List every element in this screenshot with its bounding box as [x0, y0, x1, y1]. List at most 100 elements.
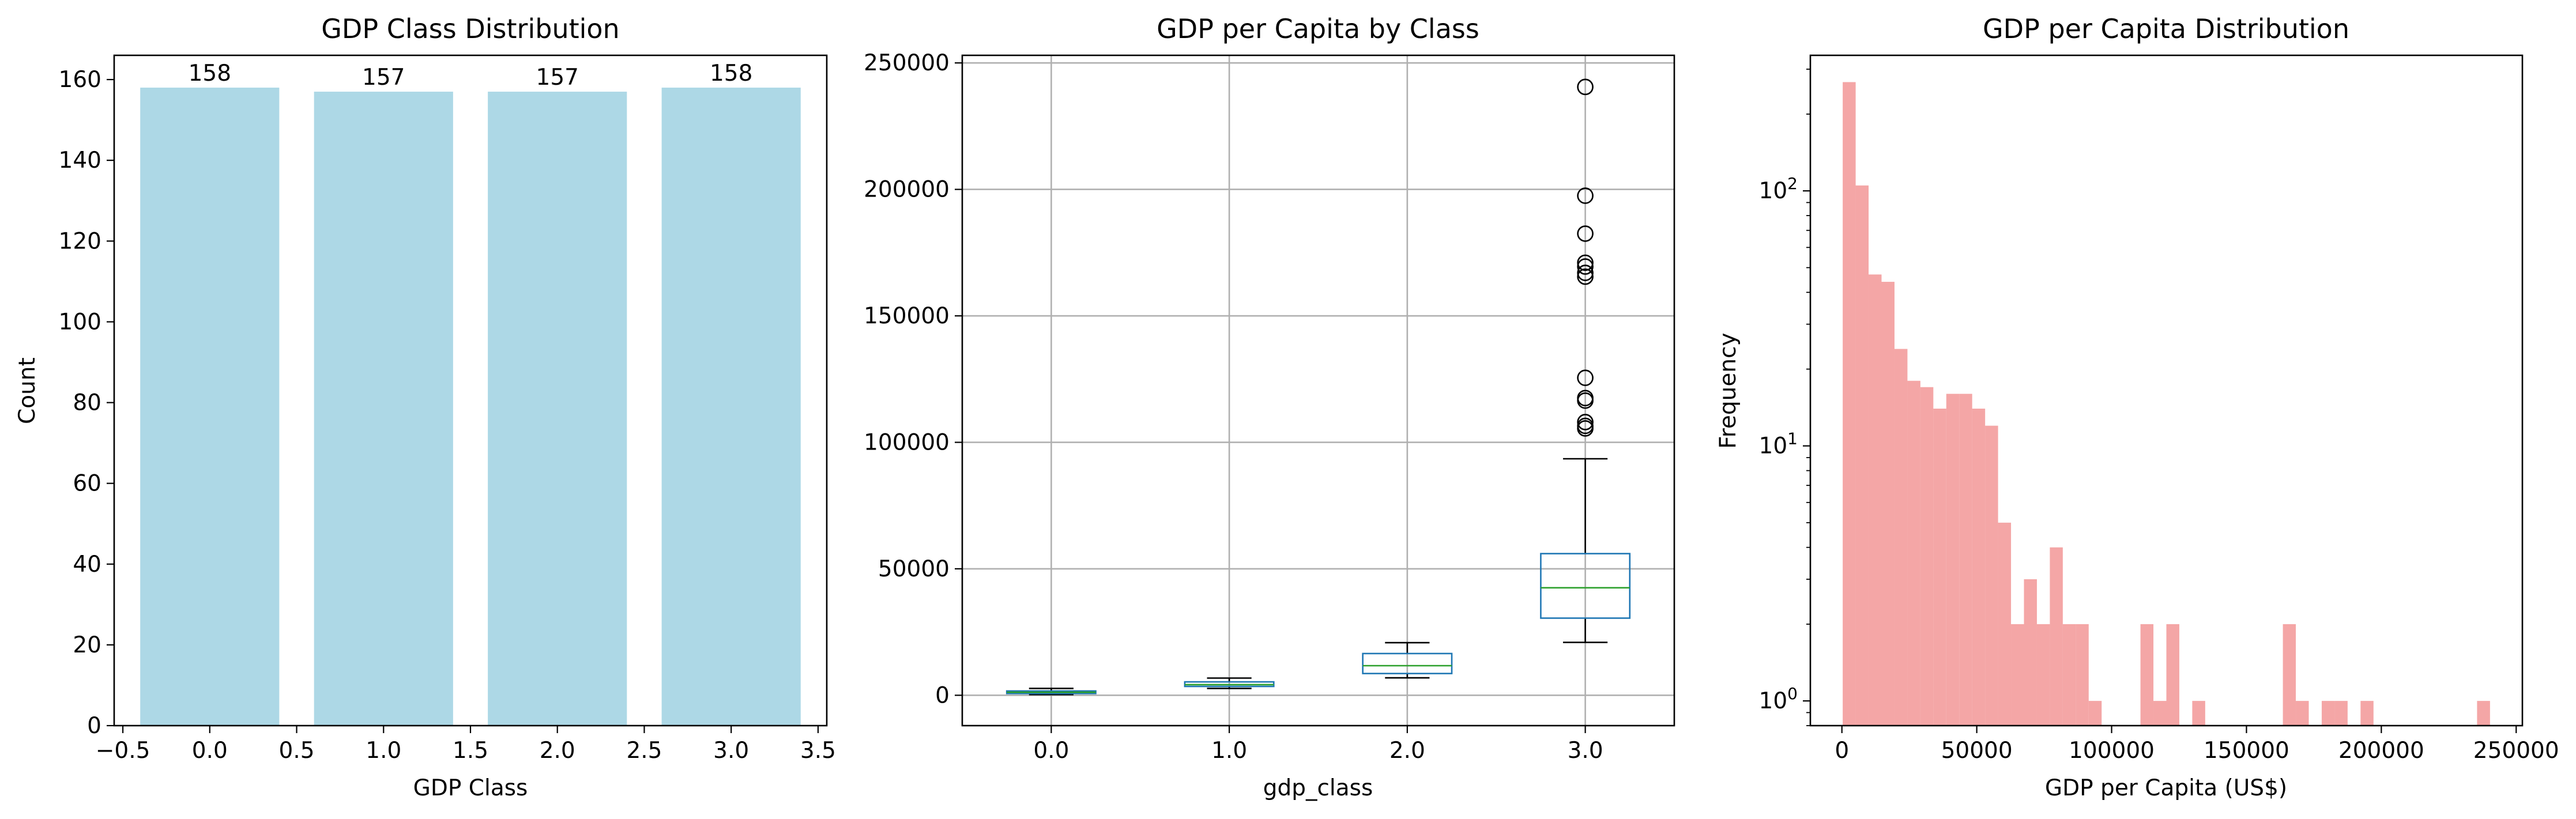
histogram-bar — [1869, 274, 1882, 726]
y-tick-label: 0 — [935, 682, 950, 708]
outlier-point — [1577, 187, 1594, 204]
histogram-bar — [2050, 547, 2063, 726]
y-tick-label: 80 — [73, 390, 101, 416]
box-marks — [1005, 78, 1631, 696]
histogram-bar — [2088, 701, 2102, 726]
bar-marks: 158 157 157 158 — [140, 61, 801, 726]
x-tick-label: 150000 — [2204, 738, 2289, 764]
bar-value-label: 157 — [362, 65, 405, 90]
histogram-bar — [2011, 624, 2024, 726]
histogram-panel: 0 50000 100000 150000 200000 250000 100 101 102… — [1715, 13, 2559, 801]
x-tick-label: 2.0 — [540, 738, 575, 764]
box-3.0 — [1540, 78, 1631, 643]
histogram-bar — [2296, 701, 2309, 726]
histogram-bar — [2334, 701, 2348, 726]
box-x-ticks: 0.0 1.0 2.0 3.0 — [1033, 726, 1603, 764]
histogram-bar — [2477, 701, 2490, 726]
y-tick-label: 40 — [73, 552, 101, 578]
histogram-bar — [1855, 185, 1869, 726]
y-tick-label: 50000 — [878, 556, 950, 582]
bar-chart-panel: 158 157 157 158 −0.5 0.0 0.5 1.0 1.5 2.0 2.5 3.0 3.… — [14, 13, 836, 801]
y-tick-label: 102 — [1759, 174, 1798, 204]
y-tick-label: 100000 — [864, 429, 950, 455]
y-tick-label: 100 — [1759, 684, 1798, 714]
outlier-point — [1577, 414, 1594, 431]
outlier-point — [1577, 265, 1594, 281]
histogram-marks — [1843, 82, 2490, 726]
box-plot-panel: 0.0 1.0 2.0 3.0 0 50000 100000 150000 200000 250… — [864, 13, 1675, 801]
y-tick-label: 160 — [59, 67, 101, 93]
histogram-bar — [1907, 380, 1920, 726]
bar-chart-title: GDP Class Distribution — [321, 13, 619, 44]
y-tick-label: 60 — [73, 471, 101, 497]
histogram-bar — [2024, 579, 2037, 726]
histogram-bar — [1959, 394, 1972, 726]
bar-plot-frame — [113, 54, 828, 727]
histogram-bar — [1946, 394, 1960, 726]
x-tick-label: 2.5 — [626, 738, 662, 764]
x-tick-label: 3.5 — [800, 738, 836, 764]
x-tick-label: 0 — [1835, 738, 1849, 764]
histogram-bar — [1998, 522, 2012, 726]
box-2.0 — [1362, 641, 1453, 679]
histogram-bar — [2076, 624, 2089, 726]
hist-y-axis-label: Frequency — [1715, 333, 1741, 448]
bar-0.0 — [140, 88, 280, 726]
x-tick-label: 0.0 — [1033, 738, 1069, 764]
histogram-bar — [2036, 624, 2050, 726]
histogram-bar — [2062, 624, 2076, 726]
hist-x-ticks: 0 50000 100000 150000 200000 250000 — [1835, 726, 2559, 764]
y-tick-label: 250000 — [864, 50, 950, 76]
outlier-point — [1577, 417, 1594, 435]
histogram-bar — [2192, 701, 2205, 726]
histogram-bar — [2153, 701, 2167, 726]
histogram-bar — [1843, 82, 1856, 726]
hist-x-axis-label: GDP per Capita (US$) — [2045, 775, 2287, 801]
y-tick-label: 120 — [59, 228, 101, 254]
bar-3.0 — [661, 88, 801, 726]
histogram-bar — [1881, 281, 1895, 726]
bar-1.0 — [314, 92, 453, 726]
x-tick-label: 3.0 — [1568, 738, 1603, 764]
box-plot-frame — [961, 54, 1675, 727]
x-tick-label: 1.0 — [366, 738, 401, 764]
histogram-bar — [1933, 408, 1946, 726]
x-tick-label: 2.0 — [1389, 738, 1425, 764]
histogram-bar — [2321, 701, 2335, 726]
y-tick-label: 20 — [73, 632, 101, 658]
box-1.0 — [1184, 677, 1275, 689]
histogram-title: GDP per Capita Distribution — [1983, 13, 2349, 44]
histogram-bar — [1920, 387, 1934, 726]
x-tick-label: −0.5 — [96, 738, 150, 764]
y-tick-label: 0 — [87, 713, 101, 739]
bar-value-label: 158 — [189, 61, 231, 86]
bar-x-ticks: −0.5 0.0 0.5 1.0 1.5 2.0 2.5 3.0 3.5 — [96, 726, 836, 764]
bar-y-axis-label: Count — [14, 357, 40, 424]
outlier-point — [1577, 78, 1594, 96]
outlier-point — [1577, 258, 1594, 275]
y-tick-label: 150000 — [864, 303, 950, 329]
x-tick-label: 200000 — [2338, 738, 2424, 764]
box-x-axis-label: gdp_class — [1263, 775, 1373, 801]
x-tick-label: 1.0 — [1211, 738, 1247, 764]
box-grid — [962, 55, 1674, 726]
x-tick-label: 3.0 — [713, 738, 749, 764]
outlier-point — [1577, 268, 1594, 285]
x-tick-label: 100000 — [2069, 738, 2155, 764]
histogram-bar — [1972, 408, 1986, 726]
histogram-bar — [1894, 349, 1908, 726]
histogram-plot-frame — [1809, 54, 2524, 727]
x-tick-label: 0.5 — [279, 738, 315, 764]
hist-y-ticks: 100 101 102 — [1759, 69, 1810, 726]
x-tick-label: 1.5 — [453, 738, 488, 764]
iqr-box — [1540, 553, 1631, 619]
histogram-bar — [1985, 425, 1998, 726]
x-tick-label: 50000 — [1941, 738, 2013, 764]
y-tick-label: 101 — [1759, 429, 1798, 459]
outlier-point — [1577, 369, 1594, 386]
iqr-box — [1362, 652, 1453, 674]
outlier-point — [1577, 390, 1594, 406]
outlier-point — [1577, 254, 1594, 271]
bar-2.0 — [488, 92, 627, 726]
